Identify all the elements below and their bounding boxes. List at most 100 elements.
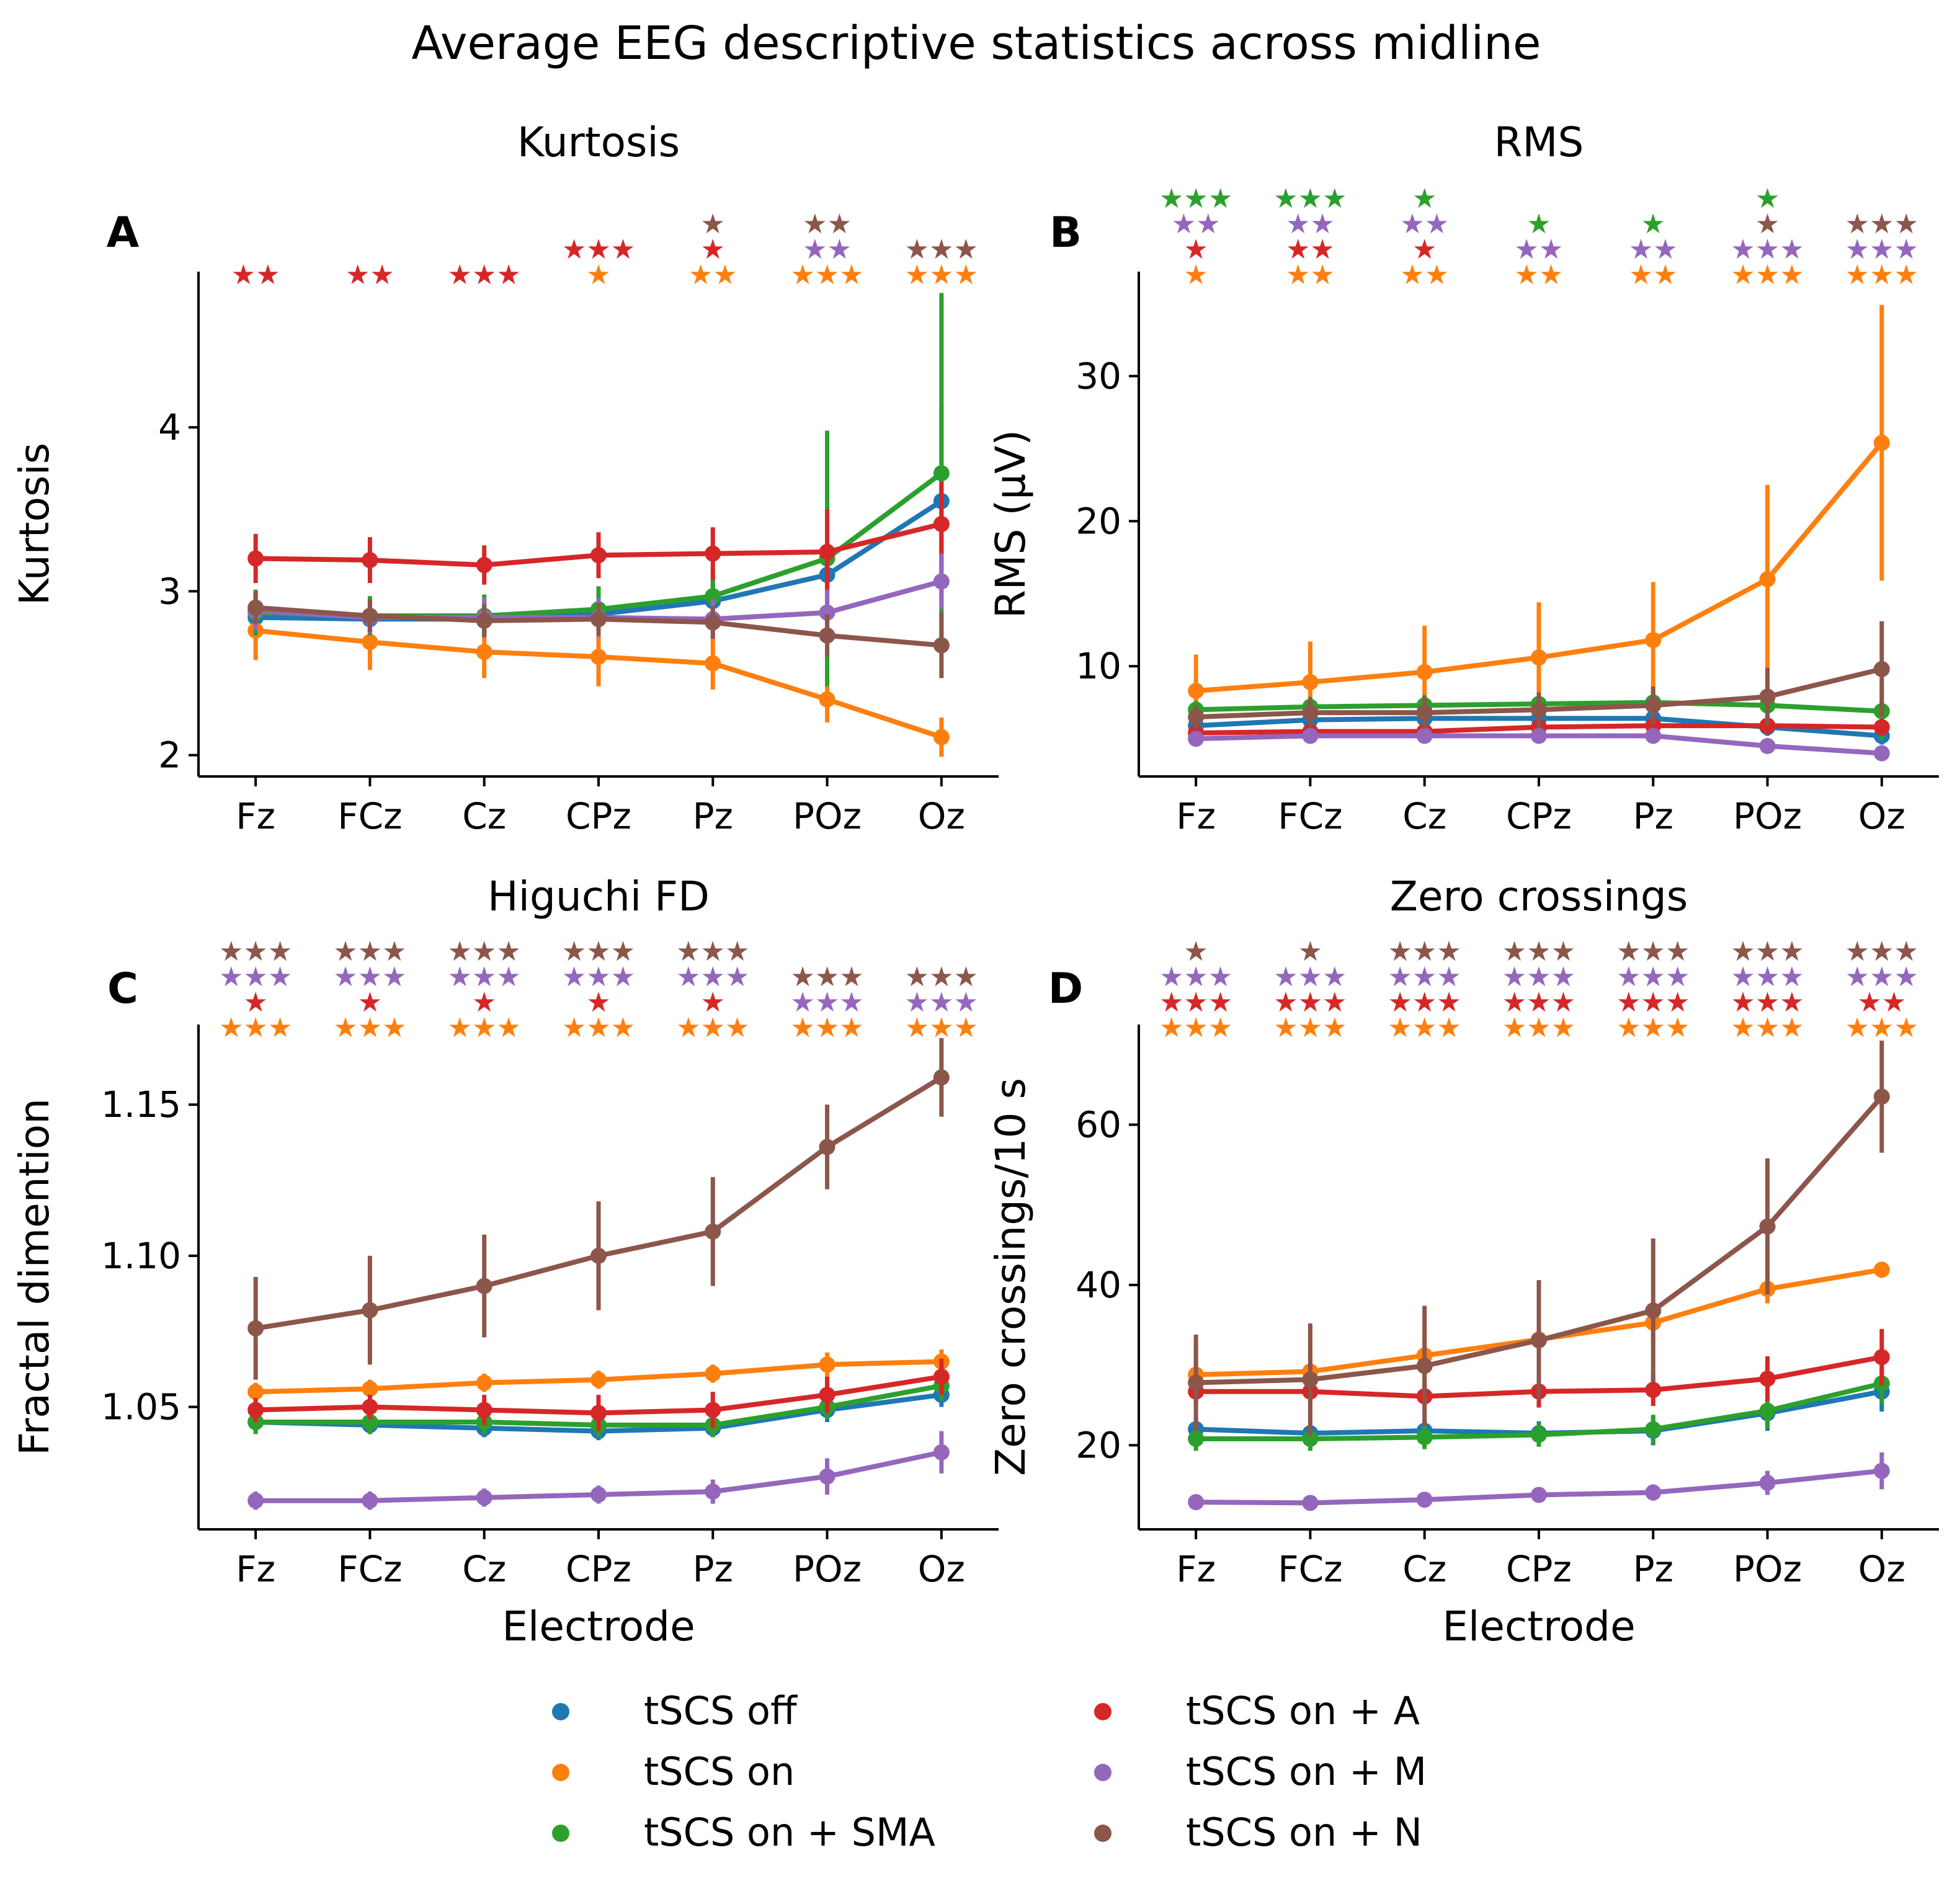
data-point <box>1645 1302 1662 1319</box>
legend-entry-tscs-on-sma: tSCS on + SMA <box>552 1810 935 1855</box>
significance-stars: ★★★ <box>1845 234 1918 265</box>
data-point <box>705 1365 721 1382</box>
data-point <box>247 550 264 567</box>
series-tscs-on-n <box>1188 621 1890 729</box>
x-tick-label: Fz <box>236 795 275 837</box>
significance-stars: ★ <box>586 987 610 1018</box>
data-point <box>933 516 950 532</box>
x-tick-label: CPz <box>1506 1548 1572 1590</box>
data-point <box>476 612 492 629</box>
data-point <box>476 557 492 574</box>
y-axis-label: RMS (μV) <box>987 430 1035 618</box>
significance-stars: ★★★ <box>676 1012 749 1044</box>
x-tick-label: Cz <box>462 795 506 837</box>
significance-stars: ★★★ <box>219 936 292 967</box>
data-point <box>1416 727 1433 744</box>
data-point <box>1531 649 1547 666</box>
data-point <box>590 611 607 628</box>
data-point <box>1188 682 1205 699</box>
data-point <box>1645 727 1662 744</box>
data-point <box>1531 727 1547 744</box>
panel-title: Zero crossings <box>1390 873 1688 920</box>
data-point <box>1302 1430 1319 1447</box>
legend-entry-tscs-off: tSCS off <box>552 1688 798 1733</box>
y-tick-label: 60 <box>1076 1104 1121 1146</box>
significance-stars: ★★★ <box>1502 1012 1575 1044</box>
data-point <box>362 1413 378 1430</box>
significance-stars: ★★ <box>1286 259 1335 291</box>
significance-stars: ★ <box>1298 936 1322 967</box>
x-tick-label: Oz <box>918 1548 965 1590</box>
data-point <box>819 1468 835 1485</box>
data-point <box>819 627 835 644</box>
significance-stars: ★★★ <box>1388 936 1461 967</box>
significance-stars: ★★★ <box>1273 1012 1347 1044</box>
data-point <box>819 1387 835 1403</box>
data-point <box>1188 731 1205 747</box>
significance-stars: ★★★ <box>905 961 978 993</box>
x-tick-label: CPz <box>1506 795 1572 837</box>
x-tick-label: Fz <box>236 1548 275 1590</box>
significance-stars: ★★★ <box>1388 961 1461 993</box>
x-tick-label: CPz <box>566 795 631 837</box>
y-tick-label: 40 <box>1076 1264 1121 1306</box>
data-point <box>705 588 721 605</box>
significance-stars: ★★★ <box>676 961 749 993</box>
data-point <box>362 1302 378 1318</box>
significance-stars: ★★★ <box>1159 1012 1232 1044</box>
legend-marker <box>1094 1764 1111 1781</box>
significance-stars: ★★★ <box>562 234 635 265</box>
significance-stars: ★ <box>243 987 267 1018</box>
data-point <box>247 1384 264 1400</box>
significance-stars: ★★★ <box>1845 208 1918 240</box>
data-point <box>933 729 950 745</box>
significance-stars: ★ <box>1412 183 1437 215</box>
series-tscs-on-sma <box>1188 1363 1890 1451</box>
y-tick-label: 4 <box>158 406 181 448</box>
data-point <box>1873 1088 1890 1105</box>
data-point <box>1645 1382 1662 1399</box>
data-point <box>933 637 950 654</box>
x-tick-label: Pz <box>1633 795 1673 837</box>
significance-stars: ★★★ <box>1502 961 1575 993</box>
significance-stars: ★★★ <box>448 936 521 967</box>
data-point <box>476 1402 492 1418</box>
legend-marker <box>1094 1825 1111 1842</box>
significance-stars: ★★ <box>1515 259 1564 291</box>
series-tscs-on-a <box>247 481 950 595</box>
significance-stars: ★★★ <box>1616 987 1690 1018</box>
data-point <box>1302 705 1319 721</box>
series-tscs-on-n <box>247 1038 950 1380</box>
significance-stars: ★★★ <box>790 259 863 291</box>
data-point <box>1873 745 1890 762</box>
data-point <box>362 1399 378 1415</box>
data-point <box>476 1489 492 1506</box>
data-point <box>247 1402 264 1418</box>
data-point <box>1759 1218 1776 1235</box>
significance-stars: ★★★ <box>790 987 863 1018</box>
series-tscs-on-n <box>1188 1040 1890 1436</box>
significance-stars: ★★★ <box>219 1012 292 1044</box>
legend-label: tSCS on + N <box>1186 1810 1422 1855</box>
data-point <box>1759 1402 1776 1419</box>
significance-stars: ★ <box>472 987 496 1018</box>
data-point <box>1531 1426 1547 1443</box>
y-axis-label: Zero crossings/10 s <box>987 1078 1035 1476</box>
data-point <box>819 604 835 621</box>
panel-d: D Zero crossings 20 40 60 Fz FCz Cz CPz Pz POz Oz Ze… <box>987 873 1939 1650</box>
significance-stars: ★ <box>701 234 725 265</box>
x-tick-label: FCz <box>337 795 402 837</box>
y-tick-label: 1.10 <box>101 1235 181 1277</box>
legend-marker <box>1094 1703 1111 1720</box>
significance-stars: ★★★ <box>1273 987 1347 1018</box>
x-tick-label: CPz <box>566 1548 631 1590</box>
data-point <box>1759 571 1776 587</box>
significance-stars: ★★★ <box>1845 936 1918 967</box>
data-point <box>1416 1429 1433 1446</box>
x-tick-label: FCz <box>337 1548 402 1590</box>
significance-stars: ★★★ <box>333 936 406 967</box>
data-point <box>933 1444 950 1461</box>
significance-stars: ★★ <box>1629 234 1678 265</box>
panel-letter: C <box>107 964 138 1013</box>
significance-stars: ★★★ <box>1731 259 1804 291</box>
